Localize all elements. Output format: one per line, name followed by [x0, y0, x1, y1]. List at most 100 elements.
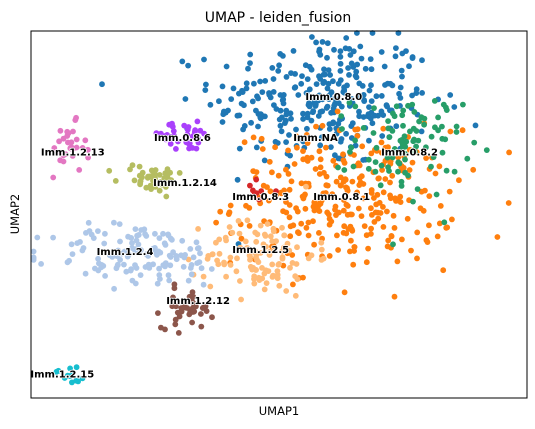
point-imm-0-8-2	[352, 103, 359, 110]
point-imm-1-2-12	[189, 289, 196, 296]
point-imm-1-2-13	[73, 114, 79, 121]
point-imm-0-8-1	[303, 224, 310, 231]
point-imm-na	[167, 254, 174, 260]
point-imm-0-8-1	[316, 230, 322, 236]
point-imm-0-8-2	[352, 137, 358, 144]
point-imm-1-2-13	[79, 145, 86, 151]
point-imm-0-8-1	[310, 218, 316, 225]
point-imm-0-8-1	[406, 167, 413, 173]
point-imm-1-2-5	[292, 292, 299, 299]
point-imm-0-8-0	[228, 96, 235, 102]
point-imm-0-8-0	[310, 108, 317, 114]
point-imm-1-2-5	[235, 218, 242, 224]
point-imm-0-8-2	[372, 168, 379, 175]
point-imm-1-2-5	[244, 217, 251, 224]
point-imm-0-8-2	[348, 144, 355, 151]
point-imm-1-2-5	[264, 221, 271, 227]
point-imm-0-8-2	[401, 133, 408, 140]
point-imm-0-8-1	[267, 188, 274, 195]
point-imm-0-8-2	[390, 241, 396, 248]
point-imm-0-8-0	[304, 110, 311, 117]
point-imm-0-8-2	[407, 128, 413, 135]
point-imm-1-2-5	[294, 244, 300, 251]
point-imm-na	[160, 230, 166, 237]
point-imm-0-8-0	[201, 56, 207, 63]
point-imm-1-2-5	[216, 250, 223, 257]
point-imm-0-8-0	[367, 56, 374, 62]
point-imm-1-2-12	[193, 303, 199, 310]
point-imm-1-2-5	[237, 278, 243, 284]
point-imm-0-8-0	[362, 65, 369, 72]
point-imm-0-8-1	[253, 169, 260, 176]
point-imm-1-2-5	[251, 276, 257, 282]
point-imm-na	[132, 262, 138, 268]
point-imm-1-2-12	[190, 293, 197, 300]
point-imm-0-8-1	[390, 212, 397, 219]
point-imm-1-2-5	[261, 231, 268, 238]
point-imm-na	[195, 245, 202, 251]
point-imm-0-8-2	[418, 114, 425, 121]
point-imm-1-2-5	[227, 254, 234, 261]
point-imm-na	[150, 261, 157, 268]
point-imm-0-8-1	[340, 151, 346, 158]
point-imm-1-2-5	[261, 270, 268, 277]
point-imm-0-8-1	[394, 258, 401, 265]
point-imm-1-2-4	[106, 167, 113, 174]
point-imm-0-8-0	[308, 117, 315, 124]
point-imm-0-8-1	[397, 193, 404, 200]
point-imm-1-2-14	[131, 177, 138, 184]
point-imm-na	[117, 238, 123, 245]
point-imm-0-8-1	[369, 212, 375, 218]
point-imm-0-8-1	[373, 201, 380, 208]
point-imm-0-8-0	[261, 157, 268, 164]
cluster-label-imm-na: Imm.NA	[293, 133, 338, 144]
point-imm-0-8-0	[216, 98, 222, 105]
point-imm-0-8-2	[413, 143, 419, 150]
point-imm-0-8-2	[390, 110, 396, 117]
point-imm-0-8-2	[360, 125, 367, 131]
point-imm-0-8-0	[472, 122, 479, 129]
point-imm-1-2-5	[267, 248, 274, 255]
point-imm-0-8-0	[269, 65, 276, 71]
point-imm-0-8-0	[366, 104, 372, 110]
point-imm-na	[167, 235, 174, 242]
point-imm-0-8-1	[356, 182, 363, 189]
point-imm-na	[95, 228, 101, 235]
point-imm-na	[102, 273, 108, 279]
point-imm-1-2-13	[60, 135, 67, 142]
point-imm-1-2-13	[60, 152, 67, 159]
point-imm-1-2-12	[198, 323, 205, 330]
point-imm-0-8-0	[342, 45, 349, 52]
point-imm-1-2-5	[234, 255, 240, 262]
point-imm-na	[179, 237, 186, 244]
point-imm-na	[196, 259, 203, 265]
point-imm-0-8-2	[385, 164, 391, 171]
y-axis-label: UMAP2	[8, 194, 22, 234]
point-imm-0-8-1	[259, 146, 266, 152]
point-imm-0-8-1	[341, 289, 348, 296]
point-imm-0-8-0	[293, 126, 299, 133]
point-imm-1-2-14	[152, 175, 159, 182]
point-imm-1-2-14	[163, 184, 169, 190]
point-imm-0-8-0	[238, 100, 245, 107]
point-imm-0-8-0	[262, 78, 269, 84]
point-imm-0-8-0	[346, 72, 352, 78]
point-imm-0-8-0	[299, 73, 305, 79]
point-imm-0-8-3	[253, 190, 260, 197]
point-imm-0-8-0	[324, 85, 331, 92]
point-imm-0-8-0	[245, 65, 251, 72]
point-imm-1-2-14	[163, 193, 170, 200]
point-imm-0-8-0	[331, 46, 337, 53]
point-imm-0-8-0	[221, 108, 227, 115]
point-imm-0-8-0	[266, 91, 273, 98]
point-imm-na	[157, 276, 163, 282]
point-imm-0-8-1	[313, 123, 319, 130]
point-imm-1-2-15	[79, 375, 86, 382]
point-imm-na	[156, 235, 163, 242]
point-imm-0-8-3	[247, 182, 253, 189]
point-imm-na	[74, 240, 81, 247]
point-imm-0-8-1	[340, 229, 347, 236]
point-imm-0-8-1	[470, 166, 477, 173]
point-imm-0-8-2	[350, 163, 357, 170]
point-imm-0-8-0	[321, 78, 328, 85]
